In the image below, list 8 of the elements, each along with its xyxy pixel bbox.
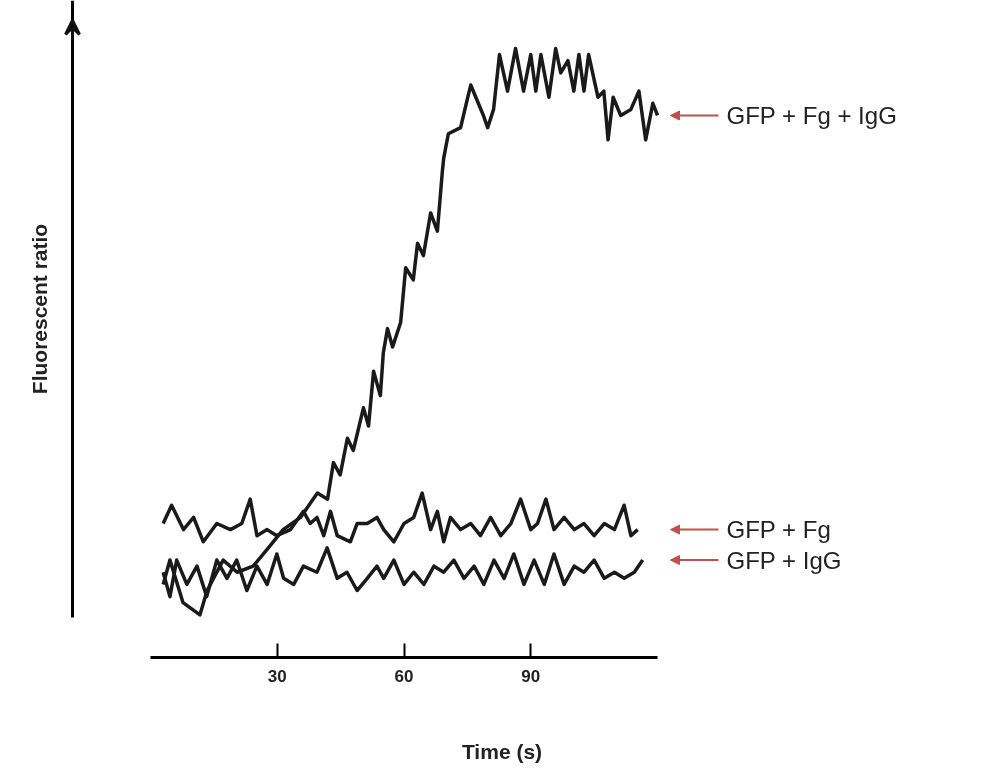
x-tick-label: 60 [394,666,414,686]
text: GFP + Fg + IgG [726,101,897,129]
text: GFP + IgG [726,546,842,574]
x-axis-title: Time (s) [461,739,543,763]
x-tick-label: 30 [267,666,287,686]
text: GFP + Fg [726,516,831,544]
x-tick-label: 90 [521,666,541,686]
y-axis-title: Fluorescent ratio [27,223,51,395]
